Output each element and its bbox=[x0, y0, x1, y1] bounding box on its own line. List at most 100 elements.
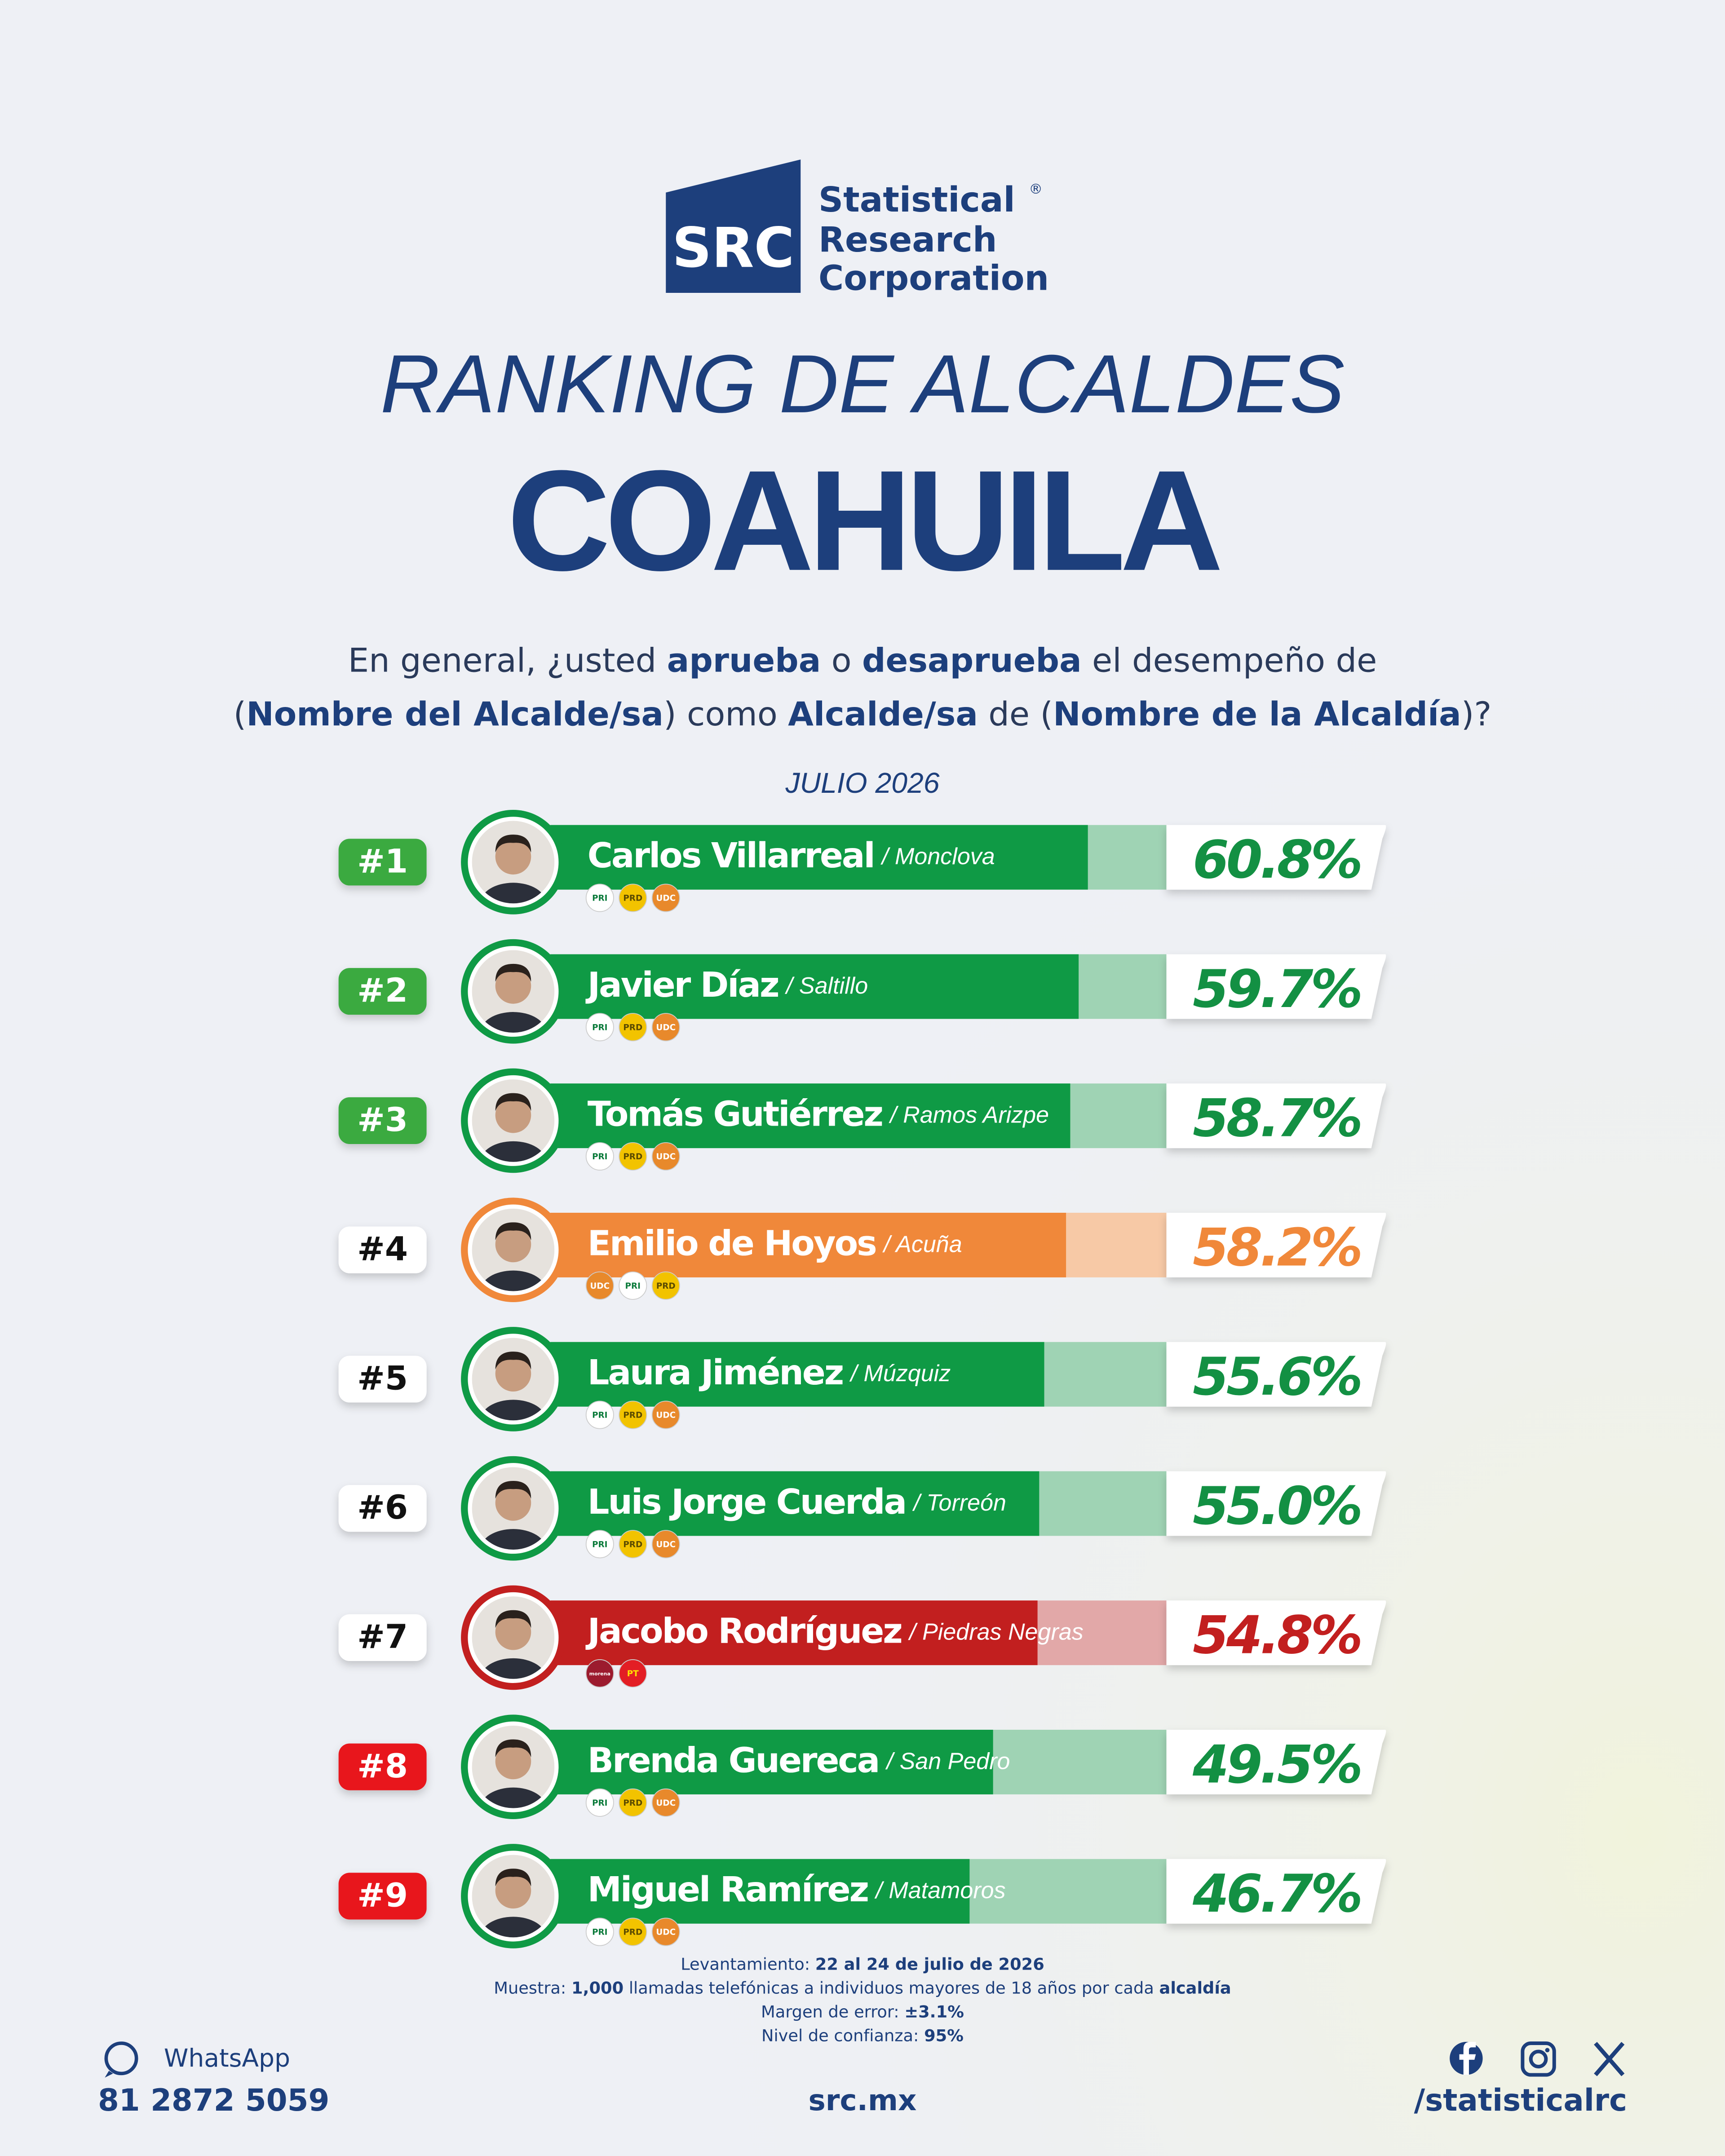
party-icon bbox=[651, 1271, 680, 1300]
x-icon[interactable] bbox=[1594, 2041, 1625, 2076]
party-label: PRI bbox=[592, 1928, 607, 1937]
rank-badge bbox=[338, 1873, 427, 1920]
logo-line: Statistical bbox=[818, 180, 1015, 220]
value-label: 58.2% bbox=[1193, 1217, 1360, 1278]
mayor-name-text: Emilio de Hoyos bbox=[588, 1224, 876, 1264]
logo-line: Corporation bbox=[818, 258, 1049, 298]
mayor-place: / Saltillo bbox=[785, 973, 868, 999]
question-line-segment: Nombre de la Alcaldía bbox=[1053, 695, 1461, 733]
bar bbox=[550, 1600, 1038, 1666]
bar bbox=[550, 1342, 1044, 1407]
mayor-space bbox=[778, 971, 786, 1000]
mayor-place: / Torreón bbox=[912, 1490, 1006, 1516]
party-icon bbox=[619, 884, 647, 912]
party-icon bbox=[619, 1659, 647, 1688]
ranking-row: #8 49.5% Brenda Guereca / San Pedro PRI PRD U… bbox=[338, 1714, 1386, 1819]
ranking-row: #3 58.7% Tomás Gutiérrez / Ramos Arizpe PRI… bbox=[338, 1068, 1386, 1173]
mayor-name-text: Brenda Guereca bbox=[588, 1741, 879, 1780]
photo-head bbox=[495, 1226, 531, 1263]
party-label: PRI bbox=[592, 1152, 607, 1162]
mayor-space bbox=[882, 1100, 890, 1129]
question-line-segment: ( bbox=[234, 695, 247, 733]
party-label: PRI bbox=[592, 1540, 607, 1549]
party-label: UDC bbox=[590, 1281, 610, 1291]
mayor-name: Jacobo Rodríguez / Piedras Negras bbox=[585, 1612, 1084, 1652]
value-box bbox=[1166, 1342, 1386, 1407]
value-label: 55.6% bbox=[1193, 1347, 1360, 1407]
photo-hair bbox=[495, 963, 531, 982]
ranking-row: #9 46.7% Miguel Ramírez / Matamoros PRI PRD U… bbox=[338, 1844, 1386, 1948]
value-label: 60.8% bbox=[1193, 830, 1360, 890]
logo-line: Research bbox=[818, 220, 997, 260]
party-label: PRD bbox=[656, 1281, 676, 1291]
value-box bbox=[1166, 1600, 1386, 1666]
photo-head bbox=[495, 1873, 531, 1909]
method-note-segment: Nivel de confianza: bbox=[761, 2026, 924, 2045]
mayor-name-text: Miguel Ramírez bbox=[588, 1870, 868, 1910]
mayor-place: / Piedras Negras bbox=[908, 1619, 1084, 1645]
mayor-name-text: Carlos Villarreal bbox=[588, 836, 874, 876]
photo-hair bbox=[495, 835, 531, 853]
rank-label: #7 bbox=[357, 1618, 408, 1656]
value-label: 46.7% bbox=[1192, 1864, 1360, 1924]
method-note-segment: llamadas telefónicas a individuos mayore… bbox=[624, 1978, 1159, 1997]
question-line-segment: el desempeño de bbox=[1082, 642, 1377, 680]
party-icon bbox=[585, 1142, 614, 1171]
facebook-icon[interactable] bbox=[1450, 2041, 1483, 2075]
party-label: PRI bbox=[592, 894, 607, 903]
question-line-segment: aprueba bbox=[667, 642, 821, 680]
photo bbox=[472, 1855, 555, 1938]
photo-head bbox=[495, 1614, 531, 1650]
method-note-segment: alcaldía bbox=[1159, 1978, 1231, 1997]
instagram-icon[interactable] bbox=[1521, 2041, 1556, 2077]
value-box bbox=[1166, 825, 1386, 890]
photo-hair bbox=[495, 1869, 531, 1886]
mayor-place: / Monclova bbox=[880, 844, 995, 870]
method-note-segment: 22 al 24 de julio de 2026 bbox=[815, 1954, 1044, 1974]
photo-head bbox=[495, 1743, 531, 1780]
party-icon bbox=[585, 884, 614, 912]
party-icon bbox=[585, 1271, 614, 1300]
question-line-segment: En general, ¿usted bbox=[348, 642, 667, 680]
photo-hair bbox=[495, 1739, 531, 1758]
method-note-segment: Levantamiento: bbox=[681, 1954, 815, 1974]
mayor-place: / Acuña bbox=[882, 1231, 962, 1257]
mayor-space bbox=[902, 1617, 910, 1646]
photo-body bbox=[480, 1270, 546, 1291]
rank-badge bbox=[338, 1356, 427, 1403]
party-label: PRD bbox=[623, 1928, 642, 1937]
bar bbox=[550, 1859, 970, 1924]
ranking-row: #1 60.8% Carlos Villarreal / Monclova PRI PR… bbox=[338, 810, 1386, 915]
rank-badge bbox=[338, 839, 427, 886]
party-icon bbox=[651, 884, 680, 912]
question-line-segment: desaprueba bbox=[862, 642, 1082, 680]
rank-badge bbox=[338, 968, 427, 1015]
mayor-place: / Ramos Arizpe bbox=[889, 1102, 1049, 1128]
bar bbox=[550, 954, 1079, 1019]
mayor-space bbox=[868, 1876, 876, 1904]
value-box bbox=[1166, 1730, 1386, 1794]
chart-subtitle: COAHUILA bbox=[507, 441, 1221, 601]
party-label: UDC bbox=[656, 1798, 676, 1808]
rank-badge bbox=[338, 1226, 427, 1273]
photo-body bbox=[480, 1400, 546, 1421]
method-note-segment: ±3.1% bbox=[904, 2002, 964, 2021]
party-icon bbox=[651, 1530, 680, 1559]
party-label: PRD bbox=[623, 894, 642, 903]
party-label: PRD bbox=[623, 1540, 642, 1549]
mayor-name: Laura Jiménez / Múzquiz bbox=[588, 1353, 951, 1393]
party-label: PRI bbox=[592, 1798, 607, 1808]
mayor-name: Emilio de Hoyos / Acuña bbox=[588, 1224, 962, 1264]
site: src.mx bbox=[809, 2084, 917, 2117]
question-line-segment: )? bbox=[1461, 695, 1492, 733]
method-note: Muestra: 1,000 llamadas telefónicas a in… bbox=[494, 1978, 1231, 1997]
value-label: 55.0% bbox=[1193, 1476, 1360, 1537]
ranking-row: #7 54.8% Jacobo Rodríguez / Piedras Negras… bbox=[338, 1585, 1386, 1690]
mayor-name-text: Jacobo Rodríguez bbox=[585, 1612, 902, 1652]
value-box bbox=[1166, 954, 1386, 1019]
method-note-segment: 1,000 bbox=[571, 1978, 624, 1997]
question-line-segment: o bbox=[821, 642, 862, 680]
rank-badge bbox=[338, 1614, 427, 1661]
